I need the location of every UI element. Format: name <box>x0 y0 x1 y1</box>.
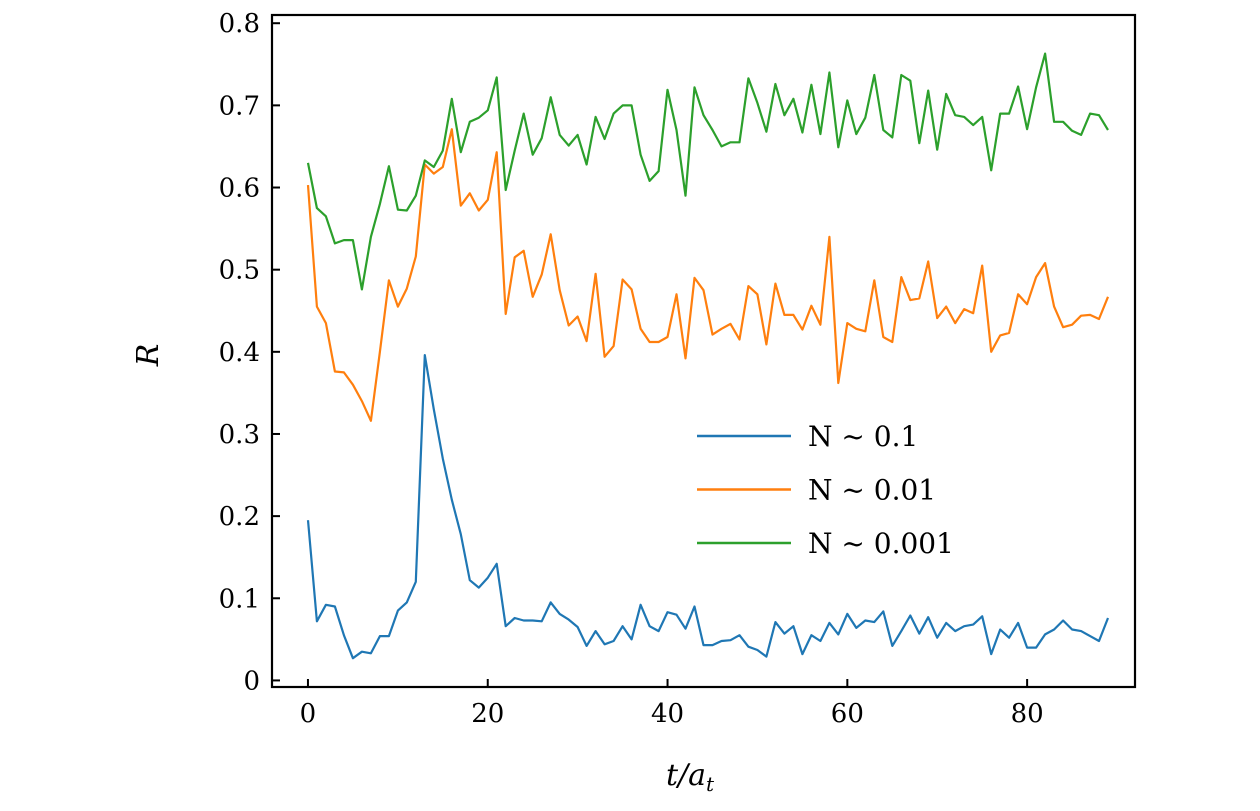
y-tick-label: 0.6 <box>219 174 260 204</box>
legend-label-1: N ~ 0.01 <box>808 474 936 507</box>
x-tick-label: 40 <box>651 699 684 729</box>
y-tick-label: 0.4 <box>219 338 260 368</box>
y-tick-label: 0.8 <box>219 9 260 39</box>
x-tick-label: 60 <box>831 699 864 729</box>
y-tick-label: 0.7 <box>219 91 260 121</box>
x-axis-label-main: t/a <box>666 758 706 793</box>
y-tick-label: 0 <box>243 666 260 696</box>
x-tick-label: 0 <box>300 699 317 729</box>
y-tick-label: 0.2 <box>219 502 260 532</box>
series-line-0 <box>306 354 1110 660</box>
series-layer <box>306 52 1110 660</box>
x-axis-label: t/at <box>666 758 715 796</box>
x-axis-label-subscript: t <box>706 772 715 796</box>
y-tick-label: 0.3 <box>219 420 260 450</box>
series-line-1 <box>306 128 1110 422</box>
y-tick-label: 0.1 <box>219 584 260 614</box>
legend: N ~ 0.1 N ~ 0.01 N ~ 0.001 <box>697 420 954 560</box>
series-line-2 <box>306 52 1109 291</box>
x-tick-label: 80 <box>1011 699 1044 729</box>
y-axis-label: R <box>131 344 166 368</box>
legend-label-2: N ~ 0.001 <box>808 527 954 560</box>
x-tick-label: 20 <box>471 699 504 729</box>
legend-label-0: N ~ 0.1 <box>808 420 918 453</box>
y-tick-label: 0.5 <box>219 256 260 286</box>
ticks-layer: 0 20 40 60 80 0 0.1 0.2 0.3 0.4 0.5 0.6 0.7 0.8 <box>219 9 1044 729</box>
